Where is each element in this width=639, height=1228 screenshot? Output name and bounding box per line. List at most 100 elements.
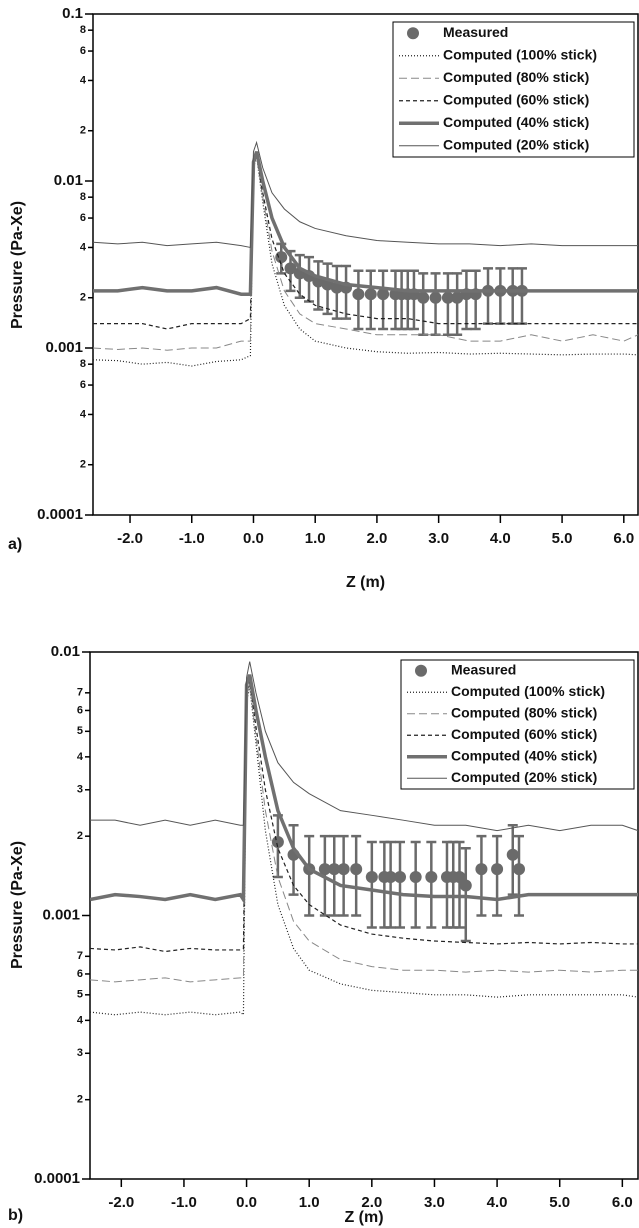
marker [384, 870, 397, 883]
x-tick-label: 4.0 [487, 1194, 508, 1211]
marker [394, 870, 407, 883]
x-tick-label: 1.0 [299, 1194, 320, 1211]
marker [453, 870, 466, 883]
y-tick-label: 2 [77, 1094, 83, 1106]
x-tick-label: -2.0 [117, 530, 143, 547]
y-tick-label: 8 [80, 24, 86, 36]
legend-label: Computed (20% stick) [443, 136, 589, 152]
marker [429, 291, 442, 304]
error-bar [476, 834, 487, 917]
panel-label: b) [8, 1207, 23, 1224]
legend-label: Computed (20% stick) [451, 769, 597, 785]
x-tick-label: 5.0 [552, 530, 573, 547]
marker [459, 879, 472, 892]
y-tick-label: 7 [77, 950, 83, 962]
x-tick-label: 5.0 [549, 1194, 570, 1211]
y-tick-label: 2 [80, 459, 86, 471]
marker [513, 863, 526, 876]
y-tick-label: 6 [80, 45, 86, 57]
error-bar [454, 840, 465, 929]
legend-label: Computed (60% stick) [443, 91, 589, 107]
error-bar [441, 840, 452, 929]
x-tick-label: 3.0 [424, 1194, 445, 1211]
y-tick-label: 0.0001 [34, 1170, 80, 1187]
x-tick-label: 0.0 [236, 1194, 257, 1211]
legend-label: Computed (60% stick) [451, 726, 597, 742]
y-tick-label: 6 [80, 212, 86, 224]
marker [425, 870, 438, 883]
x-tick-label: 4.0 [490, 530, 511, 547]
y-tick-label: 4 [80, 408, 87, 420]
marker [328, 863, 341, 876]
marker [451, 291, 464, 304]
y-tick-label: 8 [80, 358, 86, 370]
error-bar [379, 840, 390, 929]
y-tick-label: 0.001 [45, 339, 83, 356]
error-bar [418, 272, 429, 337]
x-tick-label: 2.0 [361, 1194, 382, 1211]
line [90, 680, 638, 953]
error-bar [395, 840, 406, 929]
legend-swatch [407, 27, 419, 40]
y-tick-label: 6 [80, 379, 86, 391]
y-tick-label: 3 [77, 784, 83, 796]
marker [475, 863, 488, 876]
y-tick-label: 3 [77, 1047, 83, 1059]
line [93, 154, 638, 351]
y-tick-label: 0.001 [42, 906, 80, 923]
y-tick-label: 0.1 [62, 5, 83, 22]
y-tick-label: 4 [77, 751, 84, 763]
marker [284, 262, 297, 275]
error-bar [492, 834, 503, 917]
y-tick-label: 2 [80, 292, 86, 304]
x-axis-label: Z (m) [344, 1209, 383, 1226]
error-bar [452, 272, 463, 337]
error-bar [448, 840, 459, 929]
line [93, 140, 638, 249]
line [93, 151, 638, 330]
x-tick-label: 0.0 [243, 530, 264, 547]
line [90, 661, 638, 832]
marker [365, 870, 378, 883]
error-bar [410, 840, 421, 929]
marker [377, 288, 390, 301]
marker [337, 863, 350, 876]
y-tick-label: 5 [77, 725, 83, 737]
plot-layer [90, 661, 638, 1017]
marker [506, 848, 519, 861]
marker [441, 291, 454, 304]
line [90, 674, 638, 906]
legend-label: Computed (80% stick) [443, 69, 589, 85]
error-bar [338, 834, 349, 917]
error-bar [514, 834, 525, 917]
y-tick-label: 4 [80, 74, 87, 86]
x-tick-label: 6.0 [612, 1194, 633, 1211]
error-bar [442, 272, 453, 337]
x-tick-label: -1.0 [179, 530, 205, 547]
error-bar [460, 846, 471, 943]
y-tick-label: 4 [80, 241, 87, 253]
y-tick-label: 0.01 [54, 172, 83, 189]
panel-label: a) [8, 536, 22, 553]
plot-frame [92, 13, 639, 516]
error-bar [304, 834, 315, 917]
y-tick-label: 5 [77, 989, 83, 1001]
legend-label: Computed (80% stick) [451, 704, 597, 720]
error-bar [366, 840, 377, 929]
marker [491, 863, 504, 876]
marker [330, 281, 343, 294]
marker [364, 288, 377, 301]
y-tick-label: 2 [77, 830, 83, 842]
x-tick-label: -2.0 [108, 1194, 134, 1211]
marker [417, 291, 430, 304]
y-axis-label: Pressure (Pa-Xe) [9, 201, 26, 329]
error-bar [385, 840, 396, 929]
x-tick-label: 2.0 [366, 530, 387, 547]
legend-label: Computed (100% stick) [443, 46, 597, 62]
legend-swatch [415, 664, 427, 677]
line [90, 683, 638, 983]
y-tick-label: 2 [80, 125, 86, 137]
legend-label: Computed (100% stick) [451, 683, 605, 699]
y-axis-label: Pressure (Pa-Xe) [9, 841, 26, 969]
